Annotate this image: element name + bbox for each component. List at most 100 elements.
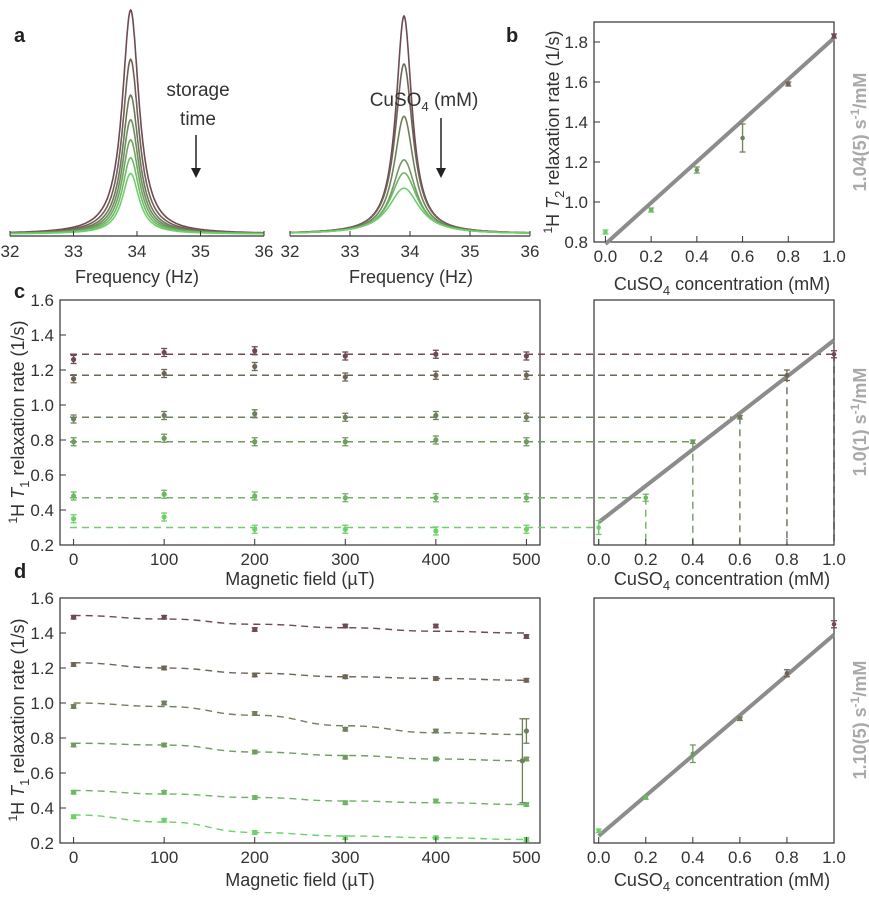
ylabel-sub: 2 bbox=[552, 191, 567, 198]
data-point bbox=[596, 525, 602, 530]
x-tick-label: 300 bbox=[331, 550, 359, 569]
data-point bbox=[252, 829, 258, 836]
data-point bbox=[433, 798, 439, 804]
data-point bbox=[252, 363, 258, 370]
y-tick-label: 0.4 bbox=[30, 799, 54, 818]
data-point bbox=[161, 349, 167, 356]
x-tick-label: 0.8 bbox=[775, 848, 799, 867]
y-tick-label: 0.6 bbox=[30, 466, 54, 485]
data-marks bbox=[595, 620, 837, 838]
xlabel-a: CuSO bbox=[614, 870, 663, 890]
arrow-head-icon bbox=[191, 168, 201, 178]
data-point bbox=[784, 670, 790, 676]
level-guide-lines bbox=[70, 353, 835, 545]
ylabel-sup: 1 bbox=[6, 517, 20, 524]
data-point bbox=[161, 817, 167, 823]
y-ticks: 0.2 0.4 0.6 0.8 1.0 1.2 1.4 1.6 bbox=[30, 291, 66, 555]
cuso4-label: CuSO4 (mM) bbox=[370, 90, 479, 114]
data-point bbox=[70, 814, 77, 820]
data-point bbox=[342, 800, 348, 806]
panel-label-b: b bbox=[506, 25, 518, 47]
spectrum-line bbox=[289, 14, 530, 234]
data-point bbox=[523, 756, 530, 762]
data-point bbox=[70, 614, 77, 620]
fit-curve bbox=[73, 789, 527, 806]
data-point bbox=[643, 795, 649, 800]
xlabel-b: concentration (mM) bbox=[670, 870, 830, 890]
spectra-cuso4-plot: 32 33 34 35 36 Frequency (Hz) CuSO4 (mM) bbox=[281, 14, 540, 287]
x-tick-label: 1.0 bbox=[822, 550, 846, 569]
data-point bbox=[603, 229, 608, 235]
y-tick-label: 1.0 bbox=[30, 694, 54, 713]
data-point bbox=[784, 372, 790, 378]
x-axis-label: Magnetic field (µT) bbox=[225, 569, 374, 589]
data-point bbox=[70, 376, 77, 382]
spectrum-line bbox=[290, 187, 530, 234]
data-point bbox=[70, 703, 77, 710]
time-label: time bbox=[180, 109, 216, 130]
x-tick-label: 100 bbox=[150, 550, 178, 569]
spectrum-line bbox=[10, 8, 264, 234]
y-tick-label: 1.2 bbox=[30, 361, 54, 380]
xlabel-sub: 4 bbox=[663, 283, 670, 298]
x-tick-label: 33 bbox=[341, 242, 360, 261]
data-point bbox=[161, 435, 167, 441]
fit-curve bbox=[73, 614, 527, 634]
data-point bbox=[252, 749, 258, 755]
x-tick-label: 0.6 bbox=[728, 550, 752, 569]
x-ticks: 0.0 0.2 0.4 0.6 0.8 1.0 bbox=[594, 236, 846, 266]
cuso4-label-b: (mM) bbox=[429, 90, 479, 111]
cuso4-label-sub: 4 bbox=[421, 99, 428, 114]
data-point bbox=[523, 677, 530, 683]
data-point bbox=[252, 626, 258, 633]
spectra-curves bbox=[10, 8, 265, 235]
spectrum-line bbox=[10, 172, 265, 235]
x-tick-label: 36 bbox=[521, 242, 540, 261]
x-tick-label: 33 bbox=[64, 242, 83, 261]
data-point bbox=[831, 351, 837, 357]
y-tick-label: 0.4 bbox=[30, 501, 54, 520]
data-point bbox=[519, 758, 526, 764]
data-point bbox=[737, 414, 743, 420]
slope-a: 1.0(1) s bbox=[850, 414, 869, 476]
xlabel-a: CuSO bbox=[614, 274, 663, 294]
plot-frame bbox=[59, 597, 541, 844]
x-tick-label: 0.8 bbox=[776, 247, 800, 266]
x-tick-label: 35 bbox=[461, 242, 480, 261]
data-point bbox=[596, 828, 602, 834]
x-axis-label: Magnetic field (µT) bbox=[225, 870, 374, 890]
x-tick-label: 34 bbox=[128, 242, 147, 261]
ylabel-sub: 1 bbox=[17, 481, 32, 488]
y-axis-label: 1H T1 relaxation rate (1/s) bbox=[6, 619, 32, 822]
x-tick-label: 500 bbox=[512, 848, 540, 867]
data-point bbox=[648, 207, 654, 213]
data-point bbox=[161, 665, 167, 671]
y-tick-label: 1.2 bbox=[564, 153, 588, 172]
y-tick-label: 1.4 bbox=[564, 113, 588, 132]
x-tick-label: 200 bbox=[241, 848, 269, 867]
fit-curve bbox=[73, 814, 527, 841]
y-tick-label: 1.8 bbox=[564, 33, 588, 52]
x-ticks: 0 100 200 300 400 500 bbox=[69, 837, 541, 867]
fit-line bbox=[604, 36, 836, 246]
data-point bbox=[161, 614, 167, 620]
fit-line bbox=[597, 338, 836, 524]
x-tick-label: 0.2 bbox=[639, 247, 663, 266]
x-tick-label: 100 bbox=[150, 848, 178, 867]
ylabel-h: H bbox=[8, 499, 28, 517]
data-point bbox=[690, 439, 696, 445]
y-tick-label: 1.6 bbox=[30, 589, 54, 608]
slope-label: 1.0(1) s-1/mM bbox=[848, 368, 869, 477]
ylabel-h: H bbox=[543, 209, 563, 227]
x-tick-label: 34 bbox=[401, 242, 420, 261]
spectrum-line bbox=[290, 172, 530, 234]
fit-line bbox=[597, 633, 836, 838]
slope-b: /mM bbox=[850, 661, 869, 697]
data-point bbox=[161, 491, 167, 497]
x-tick-label: 0.6 bbox=[728, 848, 752, 867]
x-tick-label: 0.4 bbox=[685, 247, 709, 266]
slope-sup: -1 bbox=[848, 403, 862, 414]
x-tick-label: 0.0 bbox=[594, 247, 618, 266]
data-point bbox=[643, 495, 649, 501]
